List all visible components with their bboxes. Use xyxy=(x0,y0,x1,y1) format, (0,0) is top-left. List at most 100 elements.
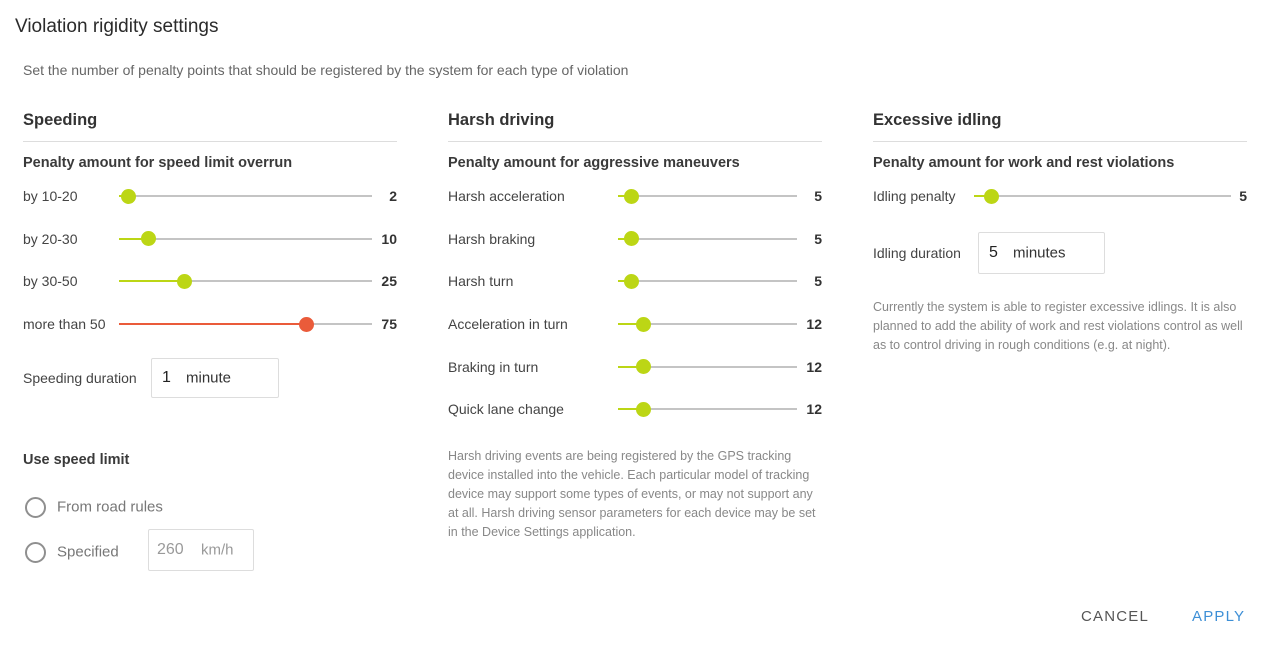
apply-button[interactable]: APPLY xyxy=(1192,608,1246,625)
dialog-subtitle: Set the number of penalty points that sh… xyxy=(23,62,629,78)
idling-slider-value: 5 xyxy=(1239,188,1247,205)
harsh-slider-thumb[interactable] xyxy=(635,316,651,332)
speeding-slider-label: by 30-50 xyxy=(23,273,78,290)
speeding-slider-value: 25 xyxy=(381,273,397,290)
harsh-slider-thumb[interactable] xyxy=(635,401,651,417)
speeding-header: Speeding xyxy=(23,111,98,129)
harsh-slider-value: 5 xyxy=(814,230,822,247)
harsh-slider-row: Harsh braking 5 xyxy=(448,218,822,261)
speeding-duration: Speeding duration 1 minute xyxy=(23,349,397,407)
speeding-slider-row: more than 50 75 xyxy=(23,303,397,346)
harsh-slider-row: Braking in turn 12 xyxy=(448,345,822,388)
harsh-slider-row: Harsh turn 5 xyxy=(448,260,822,303)
radio-label-road-rules: From road rules xyxy=(57,498,163,516)
harsh-slider-label: Braking in turn xyxy=(448,358,539,375)
harsh-slider-value: 5 xyxy=(814,188,822,205)
idling-section-title: Penalty amount for work and rest violati… xyxy=(873,155,1175,171)
speeding-slider-track[interactable] xyxy=(119,280,372,283)
speeding-slider-row: by 10-20 2 xyxy=(23,175,397,218)
idling-duration: Idling duration 5 minutes xyxy=(873,231,1247,274)
harsh-slider-label: Harsh braking xyxy=(448,230,536,247)
speeding-divider xyxy=(23,141,397,142)
harsh-slider-label: Harsh turn xyxy=(448,273,514,290)
idling-slider-fill xyxy=(974,195,992,198)
idling-slider-track[interactable] xyxy=(974,195,1231,198)
idling-duration-label: Idling duration xyxy=(873,244,961,261)
idling-slider-list: Idling penalty 5 xyxy=(873,175,1247,218)
speeding-slider-track[interactable] xyxy=(119,195,372,198)
idling-duration-unit: minutes xyxy=(1013,244,1066,262)
harsh-slider-thumb[interactable] xyxy=(635,359,651,375)
speeding-slider-row: by 30-50 25 xyxy=(23,260,397,303)
dialog-title: Violation rigidity settings xyxy=(15,16,219,37)
speeding-slider-fill xyxy=(119,323,307,326)
speeding-section-title: Penalty amount for speed limit overrun xyxy=(23,155,293,171)
speeding-slider-thumb[interactable] xyxy=(298,316,314,332)
speeding-duration-value: 1 xyxy=(162,369,171,387)
harsh-column: Harsh driving Penalty amount for aggress… xyxy=(448,108,822,542)
harsh-slider-list: Harsh acceleration 5 Harsh braking 5 Harsh t… xyxy=(448,175,822,431)
harsh-slider-track[interactable] xyxy=(618,237,797,240)
radio-circle[interactable] xyxy=(25,496,46,518)
speeding-duration-input[interactable]: 1 minute xyxy=(151,358,279,399)
radio-specified[interactable]: Specified xyxy=(23,537,143,567)
harsh-slider-track[interactable] xyxy=(618,280,797,283)
cancel-button[interactable]: CANCEL xyxy=(1081,608,1150,625)
harsh-slider-value: 12 xyxy=(806,401,822,418)
speeding-slider-thumb[interactable] xyxy=(140,231,156,247)
speeding-duration-unit: minute xyxy=(186,369,232,387)
speeding-slider-track[interactable] xyxy=(119,323,372,326)
harsh-section-title: Penalty amount for aggressive maneuvers xyxy=(448,155,740,171)
radio-circle[interactable] xyxy=(25,541,46,563)
harsh-slider-fill xyxy=(618,323,644,326)
speeding-slider-value: 10 xyxy=(381,230,397,247)
idling-column: Excessive idling Penalty amount for work… xyxy=(873,108,1247,355)
speeding-slider-thumb[interactable] xyxy=(177,273,193,289)
harsh-slider-row: Harsh acceleration 5 xyxy=(448,175,822,218)
harsh-slider-value: 12 xyxy=(806,358,822,375)
harsh-slider-track[interactable] xyxy=(618,323,797,326)
harsh-slider-value: 12 xyxy=(806,316,822,333)
harsh-slider-row: Quick lane change 12 xyxy=(448,388,822,431)
harsh-divider xyxy=(448,141,822,142)
idling-slider-thumb[interactable] xyxy=(983,188,999,204)
specified-speed-value: 260 xyxy=(157,541,184,558)
idling-divider xyxy=(873,141,1247,142)
radio-from-road-rules[interactable]: From road rules xyxy=(23,492,183,522)
harsh-slider-track[interactable] xyxy=(618,195,797,198)
radio-label-specified: Specified xyxy=(57,543,119,561)
speeding-slider-list: by 10-20 2 by 20-30 10 by 30-50 25 more than 5… xyxy=(23,175,397,345)
harsh-slider-thumb[interactable] xyxy=(623,231,639,247)
idling-slider-row: Idling penalty 5 xyxy=(873,175,1247,218)
idling-duration-value: 5 xyxy=(989,243,998,261)
idling-duration-input[interactable]: 5 minutes xyxy=(978,231,1105,274)
speeding-slider-value: 75 xyxy=(381,316,397,333)
harsh-slider-label: Acceleration in turn xyxy=(448,316,568,333)
harsh-note: Harsh driving events are being registere… xyxy=(448,448,816,539)
harsh-slider-label: Quick lane change xyxy=(448,401,564,418)
speeding-duration-label: Speeding duration xyxy=(23,370,137,387)
speeding-column: Speeding Penalty amount for speed limit … xyxy=(23,108,397,407)
harsh-slider-fill xyxy=(618,365,644,368)
speeding-slider-fill xyxy=(119,280,185,283)
speeding-slider-label: by 10-20 xyxy=(23,188,78,205)
idling-header: Excessive idling xyxy=(873,111,1002,129)
speeding-slider-track[interactable] xyxy=(119,237,372,240)
speeding-slider-thumb[interactable] xyxy=(121,188,137,204)
specified-speed-unit: km/h xyxy=(201,541,234,559)
harsh-slider-fill xyxy=(618,408,644,411)
speeding-slider-value: 2 xyxy=(389,188,397,205)
harsh-header: Harsh driving xyxy=(448,111,555,129)
specified-speed-input[interactable]: 260 km/h xyxy=(148,529,254,571)
harsh-slider-track[interactable] xyxy=(618,365,797,368)
speeding-slider-fill xyxy=(119,237,149,240)
harsh-slider-row: Acceleration in turn 12 xyxy=(448,303,822,346)
harsh-slider-label: Harsh acceleration xyxy=(448,188,565,205)
idling-note: Currently the system is able to register… xyxy=(873,299,1243,352)
harsh-slider-track[interactable] xyxy=(618,408,797,411)
harsh-slider-value: 5 xyxy=(814,273,822,290)
harsh-slider-thumb[interactable] xyxy=(623,188,639,204)
harsh-slider-thumb[interactable] xyxy=(623,273,639,289)
speeding-slider-label: more than 50 xyxy=(23,316,106,333)
speeding-slider-row: by 20-30 10 xyxy=(23,218,397,261)
